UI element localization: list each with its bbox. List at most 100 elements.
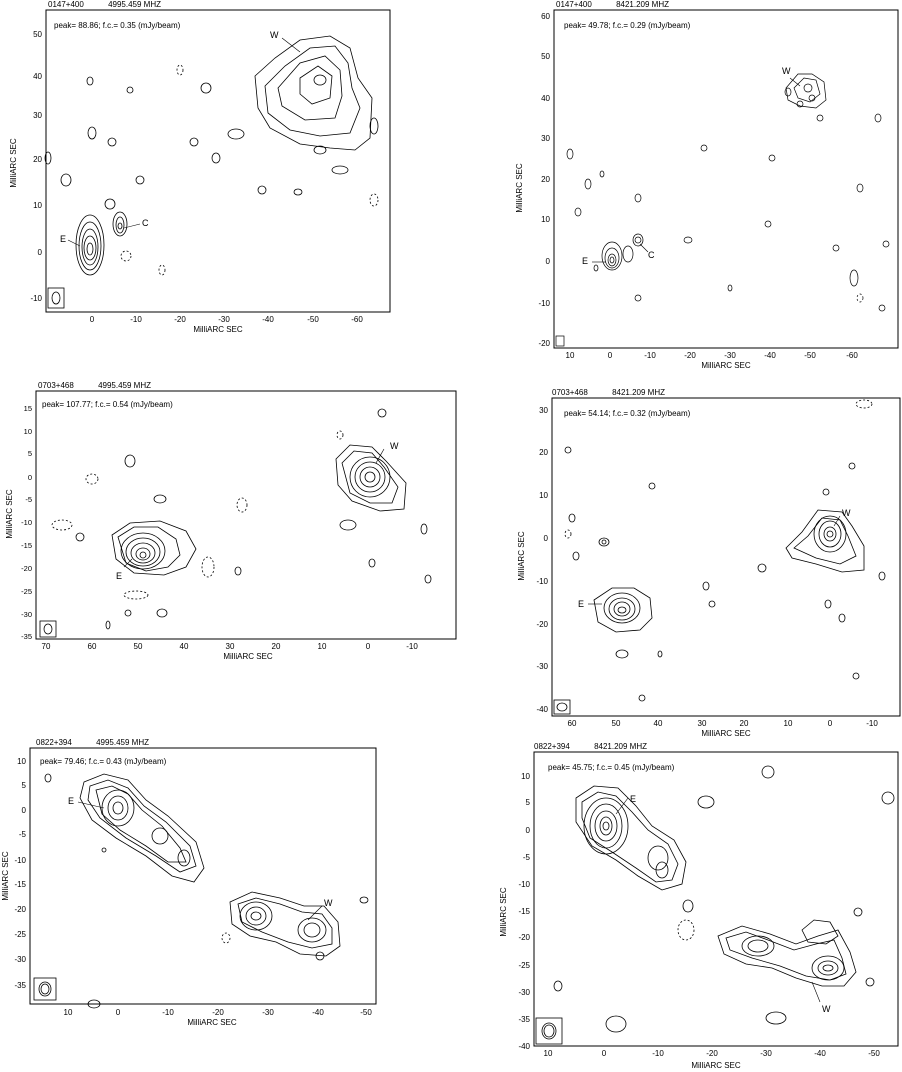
panel-4-xticks: 60 50 40 30 20 10 0 -10 — [568, 719, 879, 728]
panel-6-ytick: -25 — [518, 961, 530, 970]
panel-2-beam-box — [555, 335, 565, 347]
panel-4-ylabel: MilliARC SEC — [517, 531, 526, 581]
panel-6-ytick: -20 — [518, 933, 530, 942]
panel-1-ytick: 10 — [33, 201, 42, 210]
panel-4-ytick: -30 — [536, 662, 548, 671]
panel-3-xtick: 70 — [42, 642, 51, 651]
panel-1-frequency: 4995.459 MHZ — [108, 0, 161, 9]
panel-5-ytick: -10 — [14, 856, 26, 865]
panel-1-yticks: 50 40 30 20 10 0 -10 — [30, 30, 42, 303]
panel-3-xtick: -10 — [406, 642, 418, 651]
panel-1-header: 0147+400 4995.459 MHZ — [48, 0, 183, 9]
panel-5-ytick: -15 — [14, 880, 26, 889]
panel-1-ytick: 50 — [33, 30, 42, 39]
panel-3-xtick: 30 — [226, 642, 235, 651]
panel-5-ylabel: MilliARC SEC — [1, 851, 10, 901]
panel-1-ytick: 30 — [33, 111, 42, 120]
panel-5-contours — [44, 773, 369, 1009]
panel-6-xtick: -10 — [652, 1049, 664, 1058]
panel-2-ytick: 40 — [541, 94, 550, 103]
panel-4-frequency: 8421.209 MHZ — [612, 388, 665, 397]
panel-4-ytick: -40 — [536, 705, 548, 714]
panel-3-ytick: -5 — [25, 495, 32, 504]
panel-1-ytick: 40 — [33, 72, 42, 81]
panel-6-label-e: E — [630, 794, 636, 804]
panel-5-frame — [29, 747, 377, 1005]
panel-5-frequency: 4995.459 MHZ — [96, 738, 149, 747]
panel-1-frame — [45, 9, 391, 313]
panel-2-source: 0147+400 — [556, 0, 592, 9]
panel-2-label-c: C — [648, 250, 655, 260]
panel-4-yticks: 30 20 10 0 -10 -20 -30 -40 — [536, 406, 548, 714]
panel-2-xlabel: MilliARC SEC — [701, 361, 751, 370]
panel-2-ytick: 20 — [541, 175, 550, 184]
panel-4-ytick: -20 — [536, 620, 548, 629]
panel-3-xtick: 60 — [88, 642, 97, 651]
panel-2-ytick: 0 — [546, 257, 551, 266]
panel-4-xtick: 30 — [698, 719, 707, 728]
panel-5-header: 0822+394 4995.459 MHZ — [36, 738, 171, 747]
panel-6-xlabel: MilliARC SEC — [691, 1061, 741, 1070]
panel-1-xtick: 0 — [90, 315, 95, 324]
panel-6-ytick: -15 — [518, 907, 530, 916]
panel-3-xtick: 40 — [180, 642, 189, 651]
panel-6-ytick: -10 — [518, 880, 530, 889]
panel-2-ylabel: MilliARC SEC — [515, 163, 524, 213]
panel-6-annotation: peak= 45.75; f.c.= 0.45 (mJy/beam) — [548, 763, 675, 772]
panel-2-contours — [566, 73, 890, 312]
panel-3-frequency: 4995.459 MHZ — [98, 381, 151, 390]
panel-2-frame — [553, 9, 899, 349]
panel-4-label-e: E — [578, 599, 584, 609]
panel-3-source: 0703+468 — [38, 381, 74, 390]
panel-4-xtick: 60 — [568, 719, 577, 728]
panel-2-ytick: 30 — [541, 134, 550, 143]
panel-5-ytick: -5 — [19, 830, 27, 839]
panel-1-beam-box — [47, 287, 65, 309]
panel-3-ytick: -25 — [21, 587, 32, 596]
panel-2-yticks: 60 50 40 30 20 10 0 -10 -20 — [538, 12, 550, 348]
panel-2-xtick: 0 — [608, 351, 613, 360]
panel-6-ytick: 10 — [521, 772, 530, 781]
panel-5-ytick: -30 — [14, 955, 26, 964]
panel-5-xtick: 0 — [116, 1008, 121, 1017]
panel-6-frequency: 8421.209 MHZ — [594, 742, 647, 751]
panel-6-header: 0822+394 8421.209 MHZ — [534, 742, 669, 751]
panel-6-ytick: -30 — [518, 988, 530, 997]
panel-1-xticks: 0 -10 -20 -30 -40 -50 -60 — [90, 315, 364, 324]
panel-5-ytick: 0 — [22, 806, 27, 815]
panel-3-xtick: 0 — [366, 642, 371, 651]
panel-4-xtick: 20 — [740, 719, 749, 728]
panel-6-ytick: -40 — [518, 1042, 530, 1051]
panel-5-xtick: -50 — [360, 1008, 372, 1017]
panel-5-xticks: 10 0 -10 -20 -30 -40 -50 — [64, 1008, 373, 1017]
panel-1-source: 0147+400 — [48, 0, 84, 9]
panel-6-source: 0822+394 — [534, 742, 570, 751]
panel-1-xlabel: MilliARC SEC — [193, 325, 243, 334]
panel-3-xtick: 20 — [272, 642, 281, 651]
panel-3-ylabel: MilliARC SEC — [5, 489, 14, 539]
panel-4-xtick: 50 — [612, 719, 621, 728]
panel-2-annotation: peak= 49.78; f.c.= 0.29 (mJy/beam) — [564, 21, 691, 30]
panel-1-xtick: -60 — [351, 315, 363, 324]
panel-5-ytick: -25 — [14, 930, 26, 939]
panel-4-ytick: -10 — [536, 577, 548, 586]
panel-3-xticks: 70 60 50 40 30 20 10 0 -10 — [42, 642, 419, 651]
panel-2-frequency: 8421.209 MHZ — [616, 0, 669, 9]
panel-1-ylabel: MilliARC SEC — [9, 138, 18, 188]
panel-3-ytick: -35 — [21, 632, 32, 641]
panel-6-xtick: -40 — [814, 1049, 826, 1058]
panel-4-contours — [564, 399, 886, 702]
panel-4-xtick: 40 — [654, 719, 663, 728]
panel-5-xtick: -20 — [212, 1008, 224, 1017]
panel-4-ytick: 10 — [539, 491, 548, 500]
panel-4-frame — [551, 397, 901, 717]
panel-3-yticks: 15 10 5 0 -5 -10 -15 -20 -25 -30 -35 — [21, 404, 32, 641]
panel-4-source: 0703+468 — [552, 388, 588, 397]
panel-1-ytick: 0 — [38, 248, 43, 257]
panel-2-xtick: -60 — [846, 351, 858, 360]
panel-4-ytick: 20 — [539, 448, 548, 457]
panel-3-frame — [35, 390, 457, 640]
panel-5-label-w: W — [324, 898, 333, 908]
panel-1-xtick: -30 — [218, 315, 230, 324]
panel-2-label-e: E — [582, 256, 588, 266]
